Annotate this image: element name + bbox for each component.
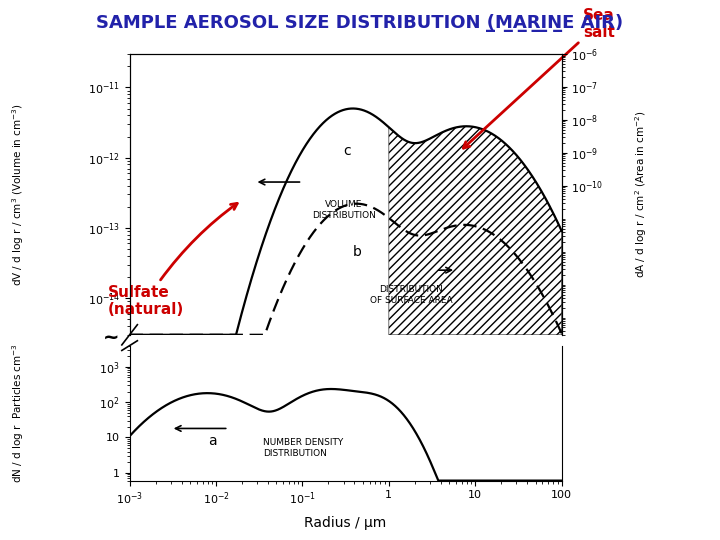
Text: VOLUME
DISTRIBUTION: VOLUME DISTRIBUTION <box>312 200 376 220</box>
Text: b: b <box>353 245 361 259</box>
Text: c: c <box>343 144 351 158</box>
Text: Sulfate
(natural): Sulfate (natural) <box>108 204 237 318</box>
Text: Sea
salt: Sea salt <box>464 8 615 148</box>
Text: SAMPLE AEROSOL SIZE DISTRIBUTION (̲M̲A̲R̲I̲N̲E AIR): SAMPLE AEROSOL SIZE DISTRIBUTION (̲M̲A̲R… <box>96 14 624 31</box>
Text: dA / d log r / cm$^2$ (Area in cm$^{-2}$): dA / d log r / cm$^2$ (Area in cm$^{-2}$… <box>633 111 649 278</box>
Text: a: a <box>207 434 216 448</box>
Text: NUMBER DENSITY
DISTRIBUTION: NUMBER DENSITY DISTRIBUTION <box>263 438 343 458</box>
Text: ~: ~ <box>104 328 120 347</box>
Text: Radius / μm: Radius / μm <box>305 516 387 530</box>
Text: dV / d log r / cm$^3$ (Volume in cm$^{-3}$): dV / d log r / cm$^3$ (Volume in cm$^{-3… <box>10 103 26 286</box>
Text: DISTRIBUTION
OF SURFACE AREA: DISTRIBUTION OF SURFACE AREA <box>369 286 452 305</box>
Text: dN / d log r  Particles cm$^{-3}$: dN / d log r Particles cm$^{-3}$ <box>10 343 26 483</box>
